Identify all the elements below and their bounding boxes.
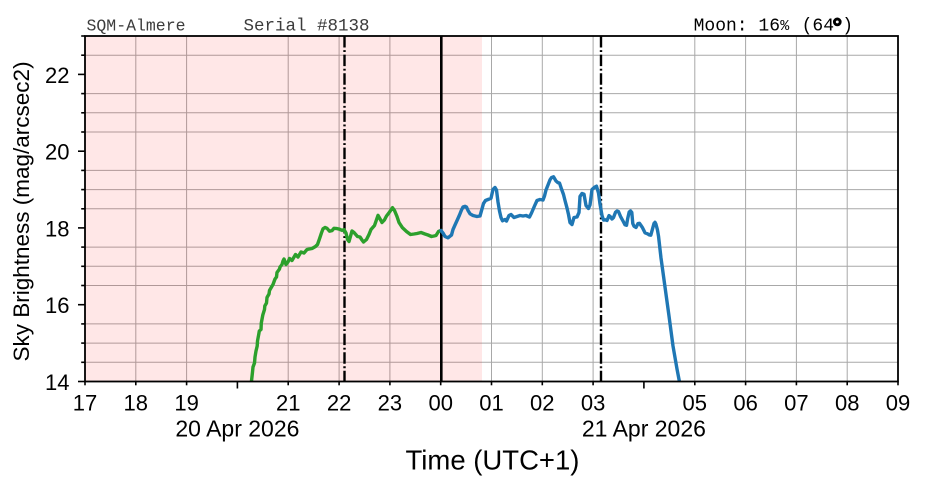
svg-text:(64: (64 — [802, 17, 834, 37]
svg-text:Sky Brightness (mag/arcsec2): Sky Brightness (mag/arcsec2) — [9, 61, 34, 361]
svg-text:19: 19 — [174, 391, 198, 416]
svg-text:20: 20 — [45, 140, 69, 165]
svg-text:01: 01 — [479, 391, 503, 416]
svg-text:21: 21 — [276, 391, 300, 416]
svg-text:20 Apr 2026: 20 Apr 2026 — [175, 416, 299, 442]
svg-text:22: 22 — [45, 63, 69, 88]
svg-text:18: 18 — [124, 391, 148, 416]
svg-text:18: 18 — [45, 216, 69, 241]
svg-text:17: 17 — [73, 391, 97, 416]
svg-text:23: 23 — [378, 391, 402, 416]
svg-text:Moon: 16: Moon: 16 — [694, 17, 780, 37]
svg-text:22: 22 — [327, 391, 351, 416]
svg-text:07: 07 — [784, 391, 808, 416]
svg-text:%: % — [780, 18, 790, 35]
svg-text:09: 09 — [886, 391, 910, 416]
svg-text:16: 16 — [45, 293, 69, 318]
svg-text:05: 05 — [683, 391, 707, 416]
svg-text:03: 03 — [581, 391, 605, 416]
svg-text:): ) — [842, 17, 853, 37]
svg-text:00: 00 — [428, 391, 452, 416]
svg-text:14: 14 — [45, 370, 69, 395]
svg-text:Time (UTC+1): Time (UTC+1) — [406, 445, 580, 476]
svg-text:06: 06 — [733, 391, 757, 416]
svg-text:SQM-Almere: SQM-Almere — [87, 17, 186, 36]
svg-text:08: 08 — [835, 391, 859, 416]
svg-text:02: 02 — [530, 391, 554, 416]
svg-text:Serial #8138: Serial #8138 — [244, 17, 370, 37]
svg-text:21 Apr 2026: 21 Apr 2026 — [582, 416, 706, 442]
